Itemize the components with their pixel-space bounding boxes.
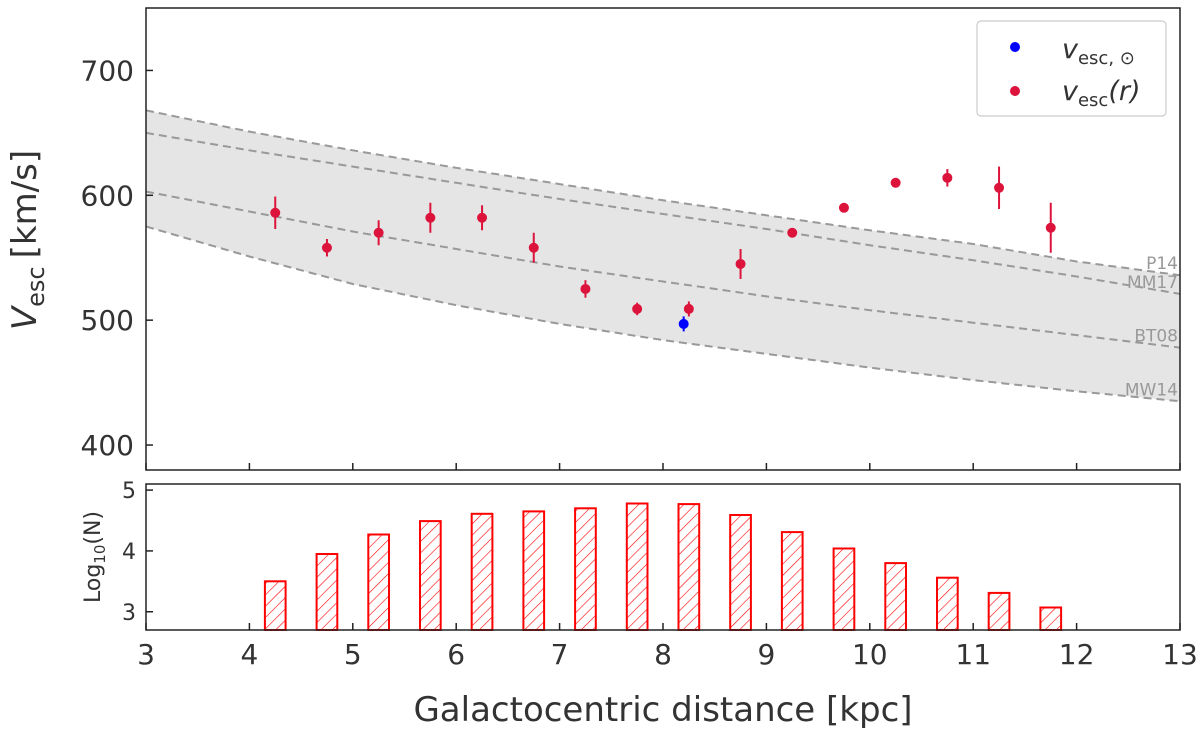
top-ylabel-unit: [km/s]	[5, 150, 45, 259]
model-curve-mw14	[146, 225, 1180, 403]
legend-r-main: v	[1062, 76, 1079, 107]
y-tick-label: 500	[81, 304, 134, 337]
top-ylabel-main: V	[5, 304, 45, 330]
legend-sun-main: v	[1062, 34, 1079, 65]
counts-panel: 345 3 4 5 6 7 8 9 10 11 12 13 Log10(N) Galactocent…	[81, 479, 1198, 730]
shaded-model-band	[146, 110, 1180, 402]
count-bar	[780, 531, 804, 631]
data-point-vesc-r	[477, 212, 488, 223]
bottom-y-ticks: 3 4 5	[122, 479, 153, 626]
data-point-vesc-r	[321, 242, 332, 253]
model-label-p14: P14	[1146, 254, 1178, 274]
x-tick-label: 7	[551, 638, 569, 671]
data-point-vesc-r	[1045, 222, 1056, 233]
data-point-vesc-r	[994, 182, 1005, 193]
model-label-mm17: MM17	[1127, 273, 1178, 293]
count-bar	[419, 520, 442, 631]
x-tick-label: 3	[137, 638, 155, 671]
bottom-y-tick-label: 4	[122, 540, 136, 565]
legend-sun-sub: esc, ⊙	[1078, 48, 1135, 69]
x-tick-label: 5	[344, 638, 362, 671]
x-tick-label: 13	[1162, 638, 1198, 671]
data-points	[270, 166, 1056, 332]
bottom-ylabel-suffix: (N)	[81, 511, 106, 545]
data-point-vesc-r	[683, 303, 694, 314]
count-bar	[936, 576, 959, 632]
legend-marker-r	[1010, 86, 1020, 96]
data-point-vesc-r	[580, 283, 591, 294]
x-tick-label: 9	[757, 638, 775, 671]
top-ylabel-sub: esc	[22, 266, 50, 306]
count-bar	[677, 503, 701, 632]
y-tick-label: 600	[81, 179, 134, 212]
count-bar	[832, 547, 856, 631]
legend-marker-sun	[1010, 42, 1020, 52]
model-label-mw14: MW14	[1125, 380, 1178, 400]
count-bar	[987, 591, 1011, 632]
data-point-vesc-r	[373, 227, 384, 238]
data-point-vesc-r	[735, 258, 746, 269]
legend: vesc, ⊙ vesc(r)	[976, 20, 1167, 117]
model-curve-bt08	[146, 190, 1180, 349]
count-bar	[367, 533, 390, 631]
top-y-axis-label: Vesc [km/s]	[5, 150, 50, 330]
top-y-ticks: 400 500 600 700	[81, 54, 153, 462]
model-curves	[146, 109, 1180, 403]
count-bar	[574, 507, 597, 631]
legend-entry-sun: vesc, ⊙	[1062, 34, 1135, 69]
count-bar	[263, 580, 287, 631]
data-point-vesc-r	[425, 212, 436, 223]
count-bar	[1039, 606, 1063, 631]
top-x-ticks	[145, 463, 1181, 470]
data-point-vesc-r	[787, 227, 798, 238]
model-label-bt08: BT08	[1134, 327, 1178, 347]
data-point-vesc-r	[942, 172, 953, 183]
model-band	[146, 110, 1180, 402]
count-bars	[263, 502, 1063, 632]
data-point-vesc-r	[528, 242, 539, 253]
data-point-vesc-sun	[678, 318, 689, 329]
data-point-vesc-r	[270, 207, 281, 218]
y-tick-label: 700	[81, 54, 134, 87]
count-bar	[729, 514, 752, 631]
legend-r-sub: esc	[1078, 90, 1108, 111]
bottom-axes-frame	[145, 483, 1181, 631]
model-curve-mm17	[146, 131, 1180, 295]
legend-r-suffix: (r)	[1108, 76, 1140, 107]
bottom-y-tick-label: 5	[122, 479, 136, 504]
bottom-ylabel-main: Log	[81, 564, 106, 603]
bottom-ylabel-sub: 10	[91, 545, 109, 564]
data-point-vesc-r	[838, 202, 849, 213]
x-tick-label: 6	[447, 638, 465, 671]
count-bar	[315, 553, 339, 631]
count-bar	[522, 510, 546, 631]
count-bar	[625, 502, 649, 631]
x-tick-label: 12	[1059, 638, 1095, 671]
x-tick-label: 4	[240, 638, 258, 671]
bottom-x-ticks: 3 4 5 6 7 8 9 10 11 12 13	[137, 623, 1198, 671]
legend-entry-r: vesc(r)	[1062, 76, 1141, 111]
count-bar	[884, 562, 907, 631]
data-point-vesc-r	[890, 177, 901, 188]
model-curve-p14	[146, 109, 1180, 277]
x-tick-label: 10	[852, 638, 888, 671]
x-tick-label: 8	[654, 638, 672, 671]
bottom-y-axis-label: Log10(N)	[81, 511, 109, 603]
x-tick-label: 11	[955, 638, 991, 671]
y-tick-label: 400	[81, 429, 134, 462]
x-axis-label: Galactocentric distance [kpc]	[413, 690, 912, 730]
count-bar	[470, 512, 494, 631]
legend-box	[976, 20, 1167, 117]
data-point-vesc-r	[632, 303, 643, 314]
bottom-y-tick-label: 3	[122, 601, 136, 626]
